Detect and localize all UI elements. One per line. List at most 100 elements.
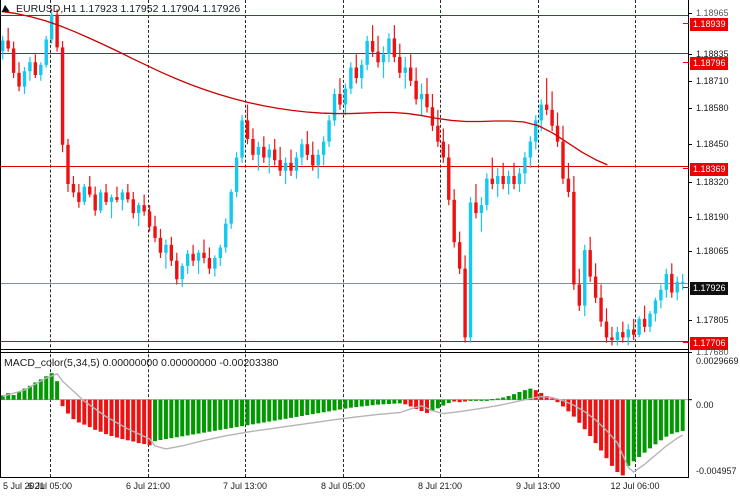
macd-histogram-bar: [512, 394, 517, 400]
candle-body: [512, 176, 516, 184]
candle-wick: [518, 168, 521, 192]
gridline-6: [635, 0, 636, 477]
price-level-line-1.17926[interactable]: [0, 283, 689, 284]
candle-body: [332, 93, 337, 121]
candle-wick: [344, 83, 347, 116]
candle-wick: [420, 83, 423, 116]
candle-wick: [203, 239, 205, 264]
candle-body: [430, 107, 435, 126]
candle-body: [338, 93, 342, 105]
macd-histogram-bar: [620, 399, 625, 476]
candle-wick: [274, 138, 276, 166]
axis-badge-connector: [683, 62, 689, 63]
candle-wick: [2, 35, 4, 60]
macd-histogram-bar: [588, 399, 593, 437]
candle-wick: [110, 194, 113, 219]
candle-wick: [192, 244, 194, 266]
price-axis-tick: [688, 320, 692, 321]
axis-badge-connector: [683, 342, 689, 343]
price-level-line-1.18369[interactable]: [0, 166, 689, 167]
candle-body: [305, 144, 310, 155]
candle-wick: [475, 183, 477, 219]
candle-body: [398, 56, 402, 73]
macd-histogram-bar: [370, 399, 375, 406]
macd-histogram-bar: [98, 399, 103, 432]
macd-histogram-bar: [6, 393, 11, 400]
candle-wick: [540, 99, 542, 132]
candle-wick: [480, 197, 482, 232]
candle-wick: [165, 239, 167, 269]
candle-wick: [148, 205, 151, 232]
macd-histogram-bar: [223, 399, 228, 429]
price-axis-label-1.18710: 1.18710: [696, 76, 729, 86]
macd-indicator-label: MACD_color(5,34,5) 0.00000000 0.00000000…: [4, 357, 279, 369]
gridline-4: [440, 0, 441, 477]
macd-axis-border[interactable]: [688, 352, 689, 478]
macd-histogram-bar: [93, 399, 98, 430]
price-axis-border[interactable]: [688, 0, 689, 352]
candle-body: [131, 199, 135, 214]
time-axis[interactable]: 5 Jul 2021 6 Jul 05:00 6 Jul 21:00 7 Jul 13…: [0, 479, 689, 500]
candle-body: [60, 47, 65, 145]
candle-body: [180, 265, 184, 280]
macd-histogram-bar: [120, 399, 125, 440]
macd-histogram-bar: [212, 399, 217, 431]
macd-histogram-bar: [441, 399, 446, 406]
panel-separator-bottom: [0, 352, 689, 353]
macd-histogram-bar: [446, 399, 451, 404]
macd-histogram-bar: [114, 399, 119, 438]
candle-wick: [18, 62, 20, 92]
price-axis-tick: [688, 352, 692, 353]
price-level-line-1.17706[interactable]: [0, 341, 689, 342]
candle-body: [408, 67, 413, 81]
axis-badge-connector: [683, 168, 689, 169]
macd-histogram-bar: [316, 399, 321, 414]
candle-wick: [154, 215, 156, 243]
price-axis-tick: [688, 108, 692, 109]
candle-body: [583, 250, 587, 306]
price-axis-badge-1.18939[interactable]: 1.18939: [690, 18, 728, 31]
macd-histogram-bar: [185, 399, 190, 436]
candle-body: [39, 64, 43, 75]
macd-histogram-bar: [392, 399, 397, 404]
price-axis-badge-1.18796[interactable]: 1.18796: [690, 57, 728, 70]
candle-body: [191, 253, 195, 261]
candle-wick: [600, 284, 602, 327]
macd-histogram-bar: [169, 399, 174, 439]
candle-wick: [567, 162, 570, 198]
candle-wick: [388, 33, 390, 63]
price-level-line-1.18796[interactable]: [0, 53, 689, 54]
candle-wick: [279, 146, 281, 177]
candle-body: [664, 273, 669, 290]
triangle-pointer-icon[interactable]: [1, 4, 12, 16]
candle-body: [414, 80, 418, 100]
candle-wick: [12, 41, 15, 79]
macd-histogram-bar: [163, 399, 168, 440]
candle-wick: [497, 168, 499, 198]
macd-histogram-bar: [365, 399, 370, 406]
price-axis-badge-1.18369[interactable]: 1.18369: [690, 163, 728, 176]
price-level-line-1.18939[interactable]: [0, 15, 689, 16]
candle-wick: [589, 236, 591, 282]
candle-body: [447, 157, 451, 200]
candle-body: [381, 54, 386, 63]
candle-wick: [89, 176, 91, 198]
gridline-1: [148, 0, 149, 477]
candle-body: [267, 149, 271, 158]
candle-body: [153, 226, 157, 238]
candle-body: [604, 321, 609, 338]
candle-body: [463, 268, 467, 338]
macd-histogram-bar: [463, 399, 468, 402]
macd-histogram-bar: [669, 399, 674, 434]
price-axis-badge-1.17706[interactable]: 1.17706: [690, 337, 728, 350]
axis-badge-connector: [683, 23, 689, 24]
candle-wick: [491, 157, 493, 190]
macd-histogram-bar: [17, 391, 22, 400]
candle-body: [561, 141, 565, 179]
macd-histogram-bar: [136, 399, 141, 444]
price-axis-badge-1.17926[interactable]: 1.17926: [690, 282, 728, 295]
candle-wick: [469, 197, 472, 343]
candle-body: [425, 93, 429, 108]
macd-histogram-bar: [506, 395, 511, 400]
